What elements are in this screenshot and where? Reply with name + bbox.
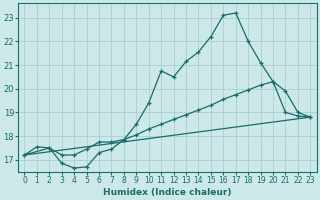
X-axis label: Humidex (Indice chaleur): Humidex (Indice chaleur) bbox=[103, 188, 232, 197]
